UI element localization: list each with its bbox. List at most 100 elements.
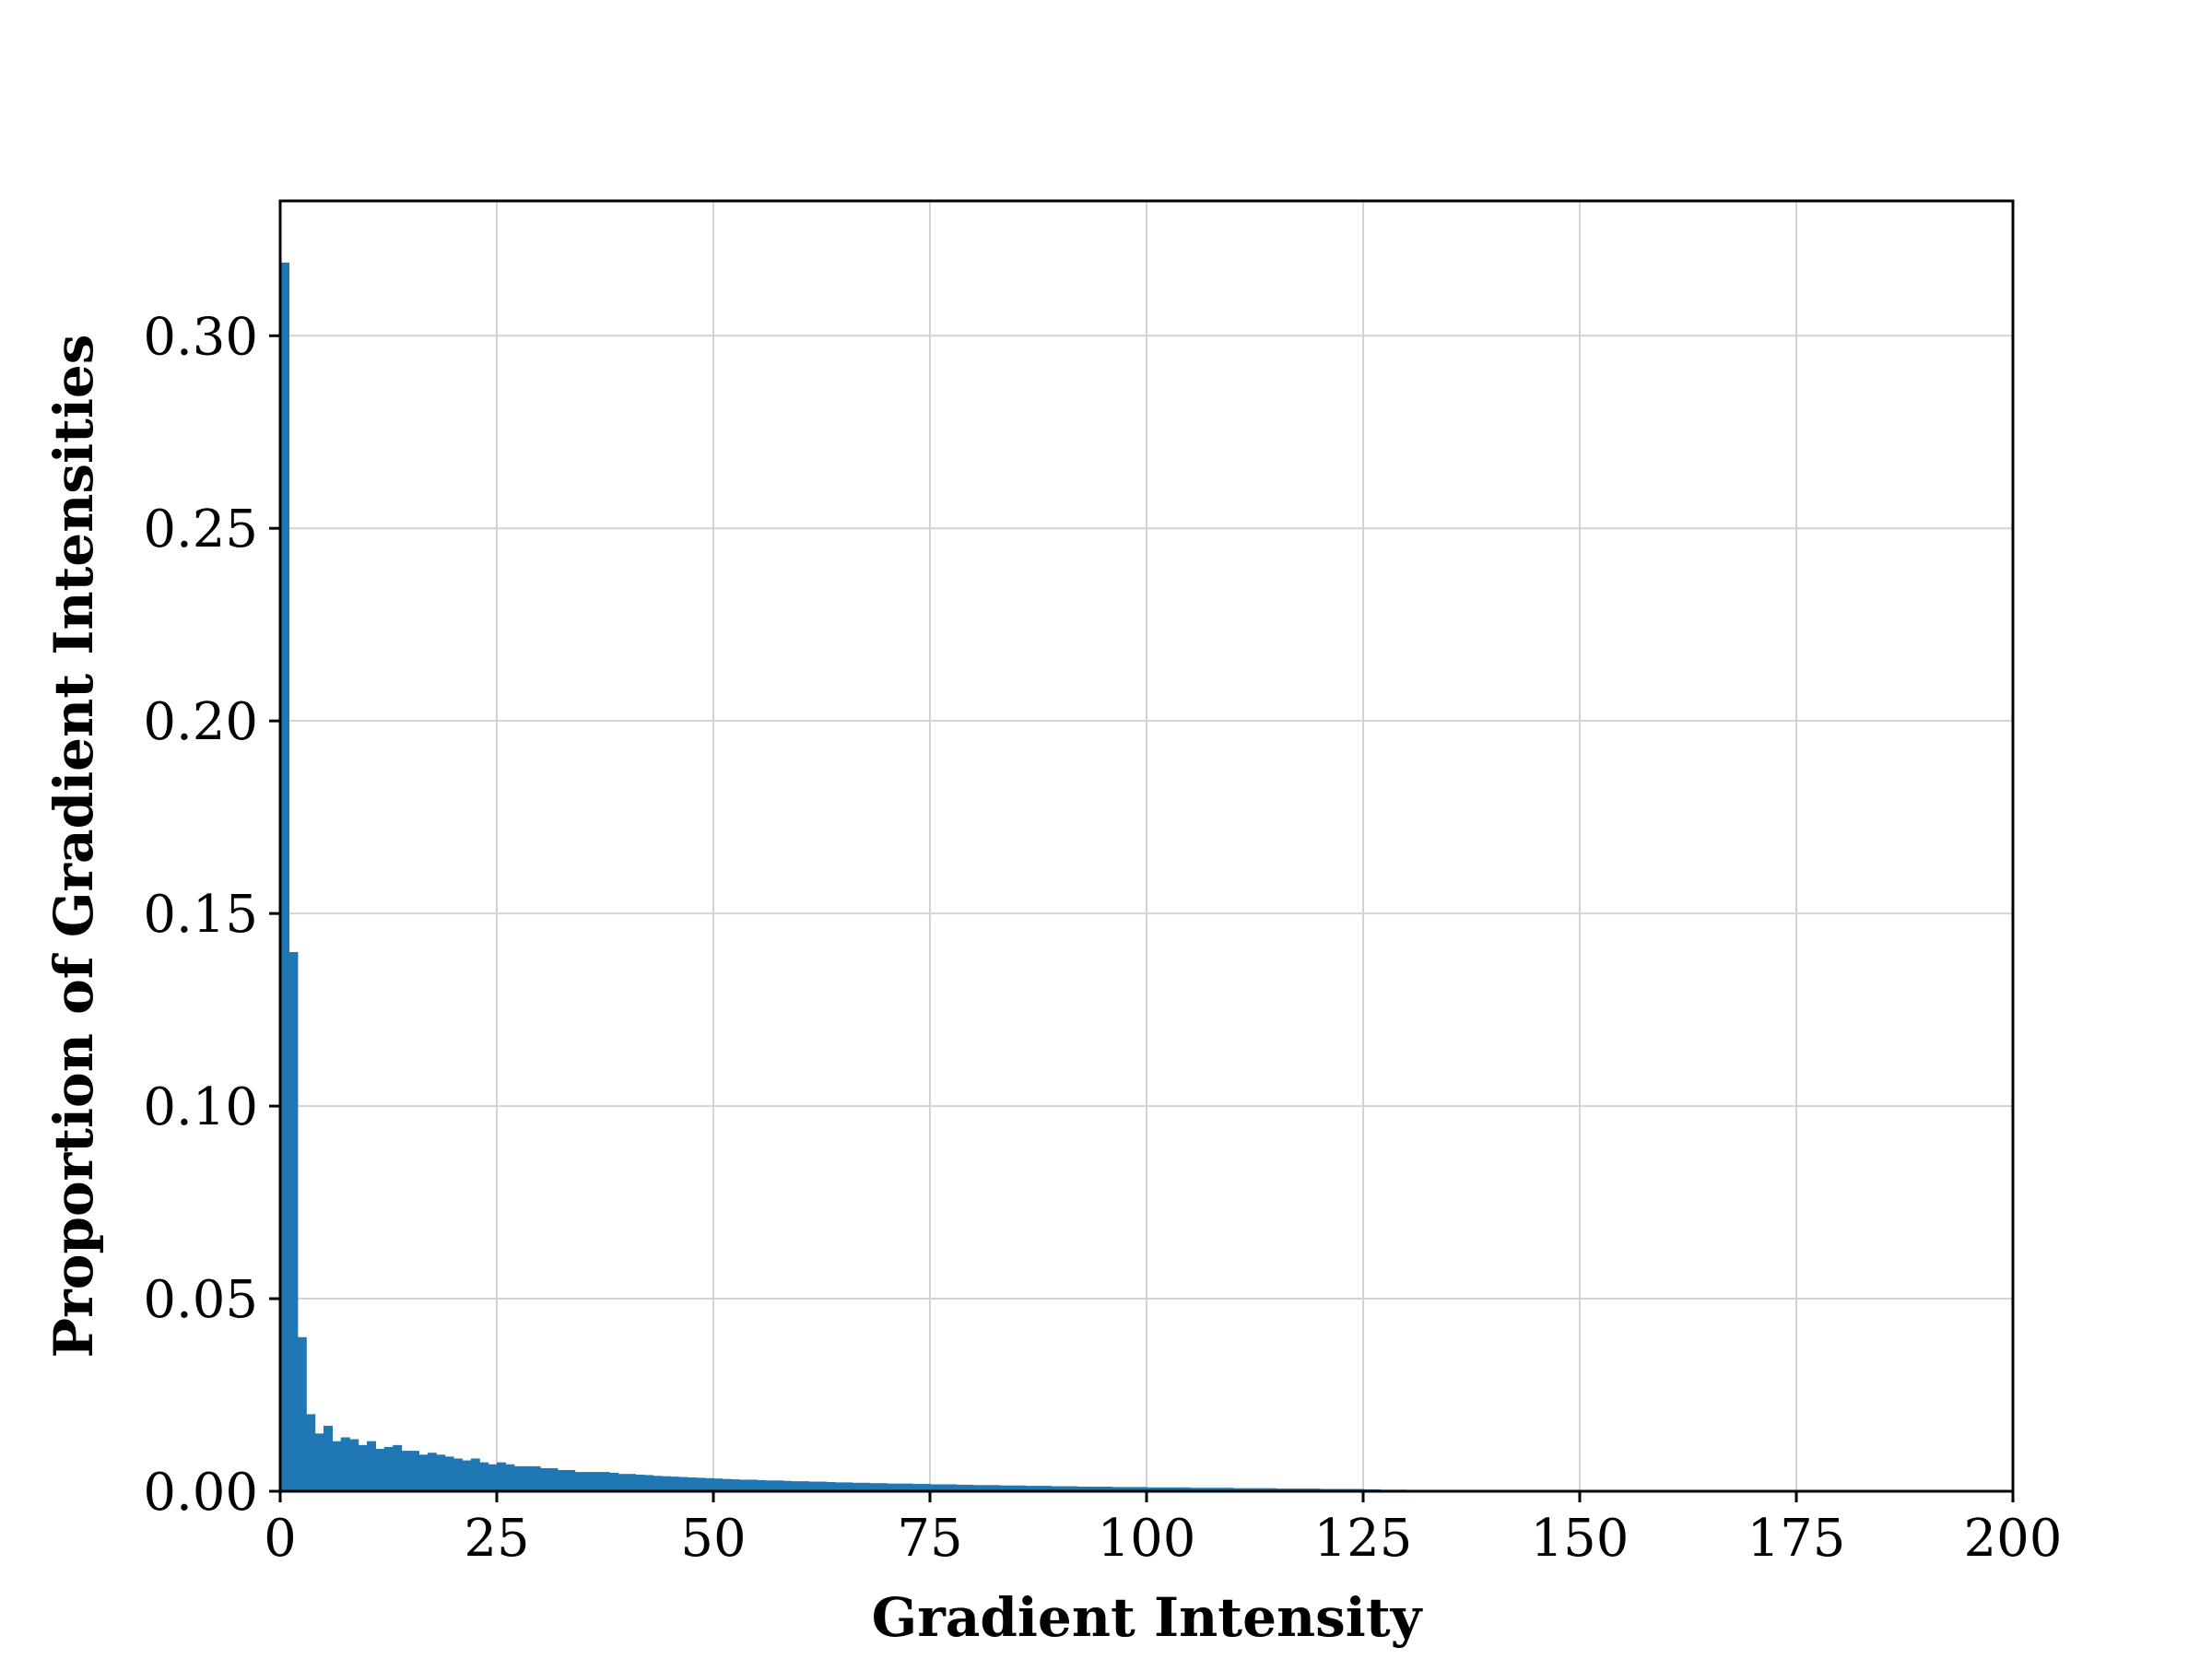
histogram-bar [982,1485,992,1491]
histogram-bar [1112,1487,1122,1491]
histogram-bar [869,1483,879,1491]
histogram-bar [1086,1486,1096,1491]
histogram-bar [773,1480,783,1491]
x-tick-label: 200 [1964,1509,2063,1569]
histogram-bar [791,1481,801,1491]
y-axis-label: Proportion of Gradient Intensities [42,335,105,1359]
histogram-bar [583,1472,593,1491]
histogram-bar [643,1475,653,1491]
histogram-bar [808,1481,818,1491]
y-tick-label: 0.20 [143,692,258,752]
histogram-bar [1259,1488,1269,1491]
y-tick-label: 0.05 [143,1270,258,1330]
histogram-bar [470,1458,480,1491]
histogram-bar [410,1451,419,1491]
histogram-bar [418,1454,429,1491]
x-axis-label: Gradient Intensity [872,1586,1424,1649]
histogram-bar [1051,1486,1061,1491]
histogram-bar [1163,1487,1173,1491]
histogram-bar [1206,1488,1217,1491]
y-tick-label: 0.25 [143,500,258,559]
histogram-bar [722,1478,732,1491]
histogram-bar [1250,1488,1260,1491]
histogram-bar [540,1467,549,1491]
histogram-bar [852,1482,862,1491]
histogram-bar [306,1414,316,1491]
x-tick-label: 25 [464,1509,529,1569]
histogram-bar [964,1484,974,1491]
histogram-bar [297,1336,307,1491]
histogram-bar [990,1485,1000,1491]
histogram-bar [973,1485,982,1491]
histogram-bar [678,1477,688,1491]
histogram-bar [1129,1487,1139,1491]
histogram-bar [1077,1486,1087,1491]
y-tick-label: 0.10 [143,1077,258,1137]
histogram-bar [956,1484,966,1491]
x-tick-label: 75 [897,1509,962,1569]
histogram-bar [314,1433,324,1491]
histogram-bar [1233,1488,1242,1491]
histogram-bar [782,1480,793,1491]
histogram-bar [340,1437,350,1491]
y-tick-label: 0.30 [143,307,258,367]
histogram-bar [704,1477,714,1491]
histogram-bar [1103,1486,1112,1491]
histogram-bar [696,1477,706,1491]
histogram-bar [462,1460,472,1491]
histogram-bar [349,1439,359,1491]
histogram-bar [887,1483,896,1491]
histogram-bar [653,1476,663,1491]
histogram-bar [1060,1486,1069,1491]
x-tick-label: 0 [264,1509,297,1569]
histogram-bar [938,1484,948,1491]
histogram-bar [280,262,289,1491]
histogram-bar [930,1484,939,1491]
histogram-bar [592,1472,602,1491]
histogram-bar [375,1449,385,1491]
x-axis-ticks: 0 25 50 75 100 125 150 175 200 [264,1491,2062,1569]
histogram-bar [513,1465,524,1491]
histogram-bar [324,1425,333,1491]
histogram-bar [739,1479,749,1491]
histogram-bar [1094,1486,1104,1491]
histogram-bar [1025,1486,1035,1491]
histogram-bar [497,1462,506,1491]
histogram-bar [921,1484,931,1491]
histogram-bar [557,1470,567,1491]
histogram-bar [1007,1485,1018,1491]
histogram-bar [600,1472,610,1491]
histogram-bar [1172,1487,1182,1491]
histogram-bar [367,1441,376,1491]
y-tick-label: 0.15 [143,885,258,945]
histogram-bar [436,1454,446,1491]
histogram-bar [1198,1488,1208,1491]
histogram-bar [488,1464,498,1491]
x-tick-label: 175 [1747,1509,1846,1569]
histogram-bar [1068,1486,1078,1491]
histogram-bar [747,1479,758,1491]
histogram-bar [523,1465,533,1491]
histogram-bar [730,1479,740,1491]
histogram-bar [1120,1487,1130,1491]
x-tick-label: 125 [1314,1509,1413,1569]
y-tick-label: 0.00 [143,1463,258,1523]
histogram-bars [280,262,1606,1491]
histogram-bar [453,1458,463,1491]
histogram-bar [877,1483,888,1491]
histogram-bar [393,1444,403,1491]
histogram-bar [687,1477,697,1491]
histogram-bar [444,1456,454,1491]
histogram-bar [548,1467,559,1491]
histogram-bar [670,1477,679,1491]
y-axis-ticks: 0.00 0.05 0.10 0.15 0.20 0.25 0.30 [143,307,280,1523]
histogram-bar [817,1481,827,1491]
histogram-bar [609,1472,619,1491]
histogram-bar [332,1441,342,1491]
histogram-bar [713,1478,723,1491]
histogram-bar [947,1484,957,1491]
histogram-bar [1181,1487,1191,1491]
x-tick-label: 100 [1098,1509,1196,1569]
histogram-bar [427,1453,437,1491]
